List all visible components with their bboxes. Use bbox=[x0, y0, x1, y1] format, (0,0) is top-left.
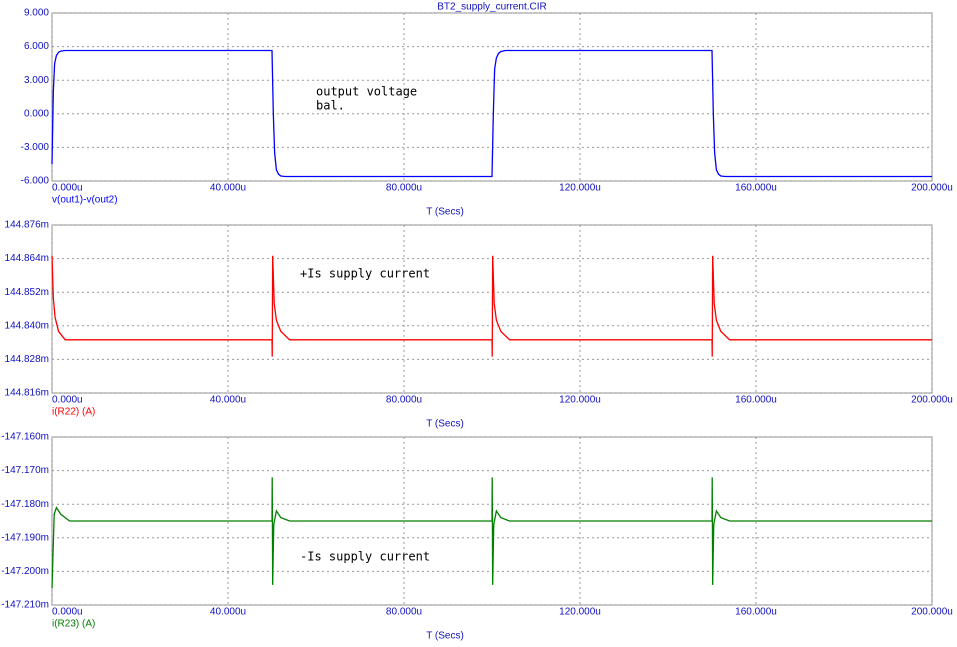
x-tick-label: 0.000u bbox=[52, 395, 83, 406]
y-tick-label: 9.000 bbox=[24, 8, 49, 19]
y-tick-label: -147.190m bbox=[1, 532, 49, 543]
y-tick-label: 144.828m bbox=[5, 354, 49, 365]
x-tick-label: 160.000u bbox=[735, 395, 777, 406]
annotation: bal. bbox=[316, 99, 345, 113]
x-tick-label: 40.000u bbox=[210, 183, 246, 194]
annotation: +Is supply current bbox=[300, 267, 430, 281]
series-label: i(R23) (A) bbox=[52, 619, 95, 630]
x-tick-label: 0.000u bbox=[52, 607, 83, 618]
annotation: output voltage bbox=[316, 85, 417, 99]
page-title: BT2_supply_current.CIR bbox=[437, 2, 547, 13]
y-tick-label: 6.000 bbox=[24, 41, 49, 52]
y-tick-label: -6.000 bbox=[21, 176, 50, 187]
x-axis-label: T (Secs) bbox=[426, 631, 464, 642]
y-tick-label: -147.180m bbox=[1, 499, 49, 510]
y-tick-label: 3.000 bbox=[24, 75, 49, 86]
x-tick-label: 80.000u bbox=[386, 607, 422, 618]
x-tick-label: 120.000u bbox=[559, 607, 601, 618]
x-tick-label: 200.000u bbox=[911, 607, 953, 618]
x-tick-label: 200.000u bbox=[911, 183, 953, 194]
y-tick-label: 144.876m bbox=[5, 220, 49, 231]
series-label: v(out1)-v(out2) bbox=[52, 195, 118, 206]
x-axis-label: T (Secs) bbox=[426, 419, 464, 430]
x-tick-label: 40.000u bbox=[210, 395, 246, 406]
x-tick-label: 80.000u bbox=[386, 183, 422, 194]
y-tick-label: 144.864m bbox=[5, 253, 49, 264]
x-tick-label: 200.000u bbox=[911, 395, 953, 406]
x-tick-label: 40.000u bbox=[210, 607, 246, 618]
data-line bbox=[51, 477, 932, 589]
x-tick-label: 160.000u bbox=[735, 183, 777, 194]
x-tick-label: 120.000u bbox=[559, 395, 601, 406]
y-tick-label: -3.000 bbox=[21, 142, 50, 153]
x-tick-label: 120.000u bbox=[559, 183, 601, 194]
y-tick-label: -147.200m bbox=[1, 566, 49, 577]
series-label: i(R22) (A) bbox=[52, 407, 95, 418]
annotation: -Is supply current bbox=[300, 550, 430, 564]
data-line bbox=[51, 255, 932, 357]
y-tick-label: -147.160m bbox=[1, 432, 49, 443]
y-tick-label: 144.852m bbox=[5, 287, 49, 298]
x-axis-label: T (Secs) bbox=[426, 207, 464, 218]
y-tick-label: -147.170m bbox=[1, 465, 49, 476]
y-tick-label: 144.816m bbox=[5, 388, 49, 399]
x-tick-label: 80.000u bbox=[386, 395, 422, 406]
x-tick-label: 0.000u bbox=[52, 183, 83, 194]
x-tick-label: 160.000u bbox=[735, 607, 777, 618]
y-tick-label: -147.210m bbox=[1, 600, 49, 611]
y-tick-label: 144.840m bbox=[5, 320, 49, 331]
y-tick-label: 0.000 bbox=[24, 108, 49, 119]
data-line bbox=[51, 49, 932, 178]
